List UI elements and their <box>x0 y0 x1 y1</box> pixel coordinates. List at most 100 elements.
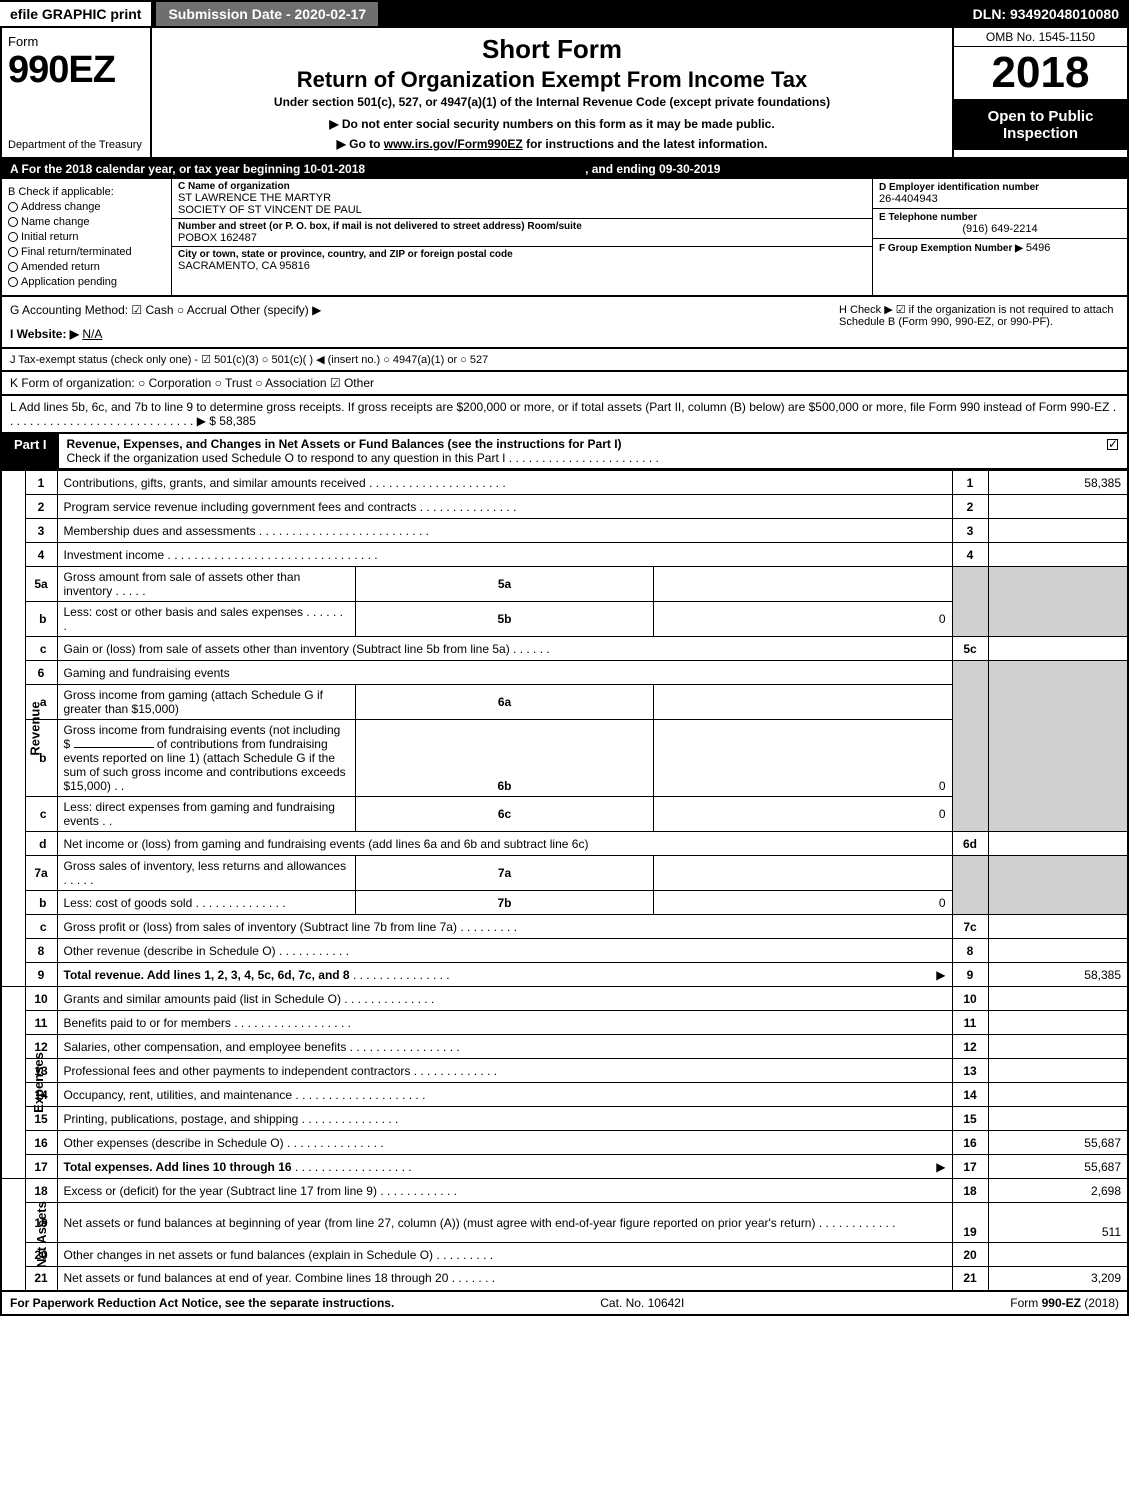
submission-date-label: Submission Date - 2020-02-17 <box>155 1 379 27</box>
line-19-box: 19 <box>952 1203 988 1243</box>
revenue-side-label: Revenue <box>1 471 25 987</box>
line-14-desc: Occupancy, rent, utilities, and maintena… <box>57 1083 952 1107</box>
tax-year: 2018 <box>954 47 1127 100</box>
line-16-desc: Other expenses (describe in Schedule O) … <box>57 1131 952 1155</box>
address-label: Number and street (or P. O. box, if mail… <box>178 221 866 232</box>
l-gross-receipts: L Add lines 5b, 6c, and 7b to line 9 to … <box>0 396 1129 434</box>
initial-return-checkbox[interactable] <box>8 232 18 242</box>
initial-return-label: Initial return <box>21 231 78 243</box>
line-5a-desc: Gross amount from sale of assets other t… <box>57 567 355 602</box>
line-10-amt <box>988 987 1128 1011</box>
line-20-desc: Other changes in net assets or fund bala… <box>57 1243 952 1267</box>
top-bar: efile GRAPHIC print Submission Date - 20… <box>0 0 1129 28</box>
line-21-amt: 3,209 <box>988 1267 1128 1291</box>
line-3-num: 3 <box>25 519 57 543</box>
line-18-box: 18 <box>952 1179 988 1203</box>
line-9-amt: 58,385 <box>988 963 1128 987</box>
efile-print-label[interactable]: efile GRAPHIC print <box>0 2 151 26</box>
footer: For Paperwork Reduction Act Notice, see … <box>0 1292 1129 1316</box>
line-6c-mid-amt: 0 <box>654 797 952 832</box>
netassets-side-label: Net Assets <box>1 1179 25 1291</box>
line-7a-desc: Gross sales of inventory, less returns a… <box>57 856 355 891</box>
line-13-amt <box>988 1059 1128 1083</box>
department-label: Department of the Treasury <box>8 139 144 151</box>
grey-6 <box>952 661 988 832</box>
address-change-label: Address change <box>21 201 101 213</box>
city-label: City or town, state or province, country… <box>178 249 866 260</box>
line-6c-desc: Less: direct expenses from gaming and fu… <box>57 797 355 832</box>
address-change-checkbox[interactable] <box>8 202 18 212</box>
line-11-desc: Benefits paid to or for members . . . . … <box>57 1011 952 1035</box>
line-20-amt <box>988 1243 1128 1267</box>
line-2-desc: Program service revenue including govern… <box>57 495 952 519</box>
line-17-amt: 55,687 <box>988 1155 1128 1179</box>
line-6a-mid-n: 6a <box>355 685 653 720</box>
line-8-box: 8 <box>952 939 988 963</box>
line-6-num: 6 <box>25 661 57 685</box>
line-5a-num: 5a <box>25 567 57 602</box>
line-15-amt <box>988 1107 1128 1131</box>
goto-post: for instructions and the latest informat… <box>523 137 768 151</box>
line-3-amt <box>988 519 1128 543</box>
c-name-label: C Name of organization <box>178 181 866 192</box>
line-8-num: 8 <box>25 939 57 963</box>
part-1-title: Revenue, Expenses, and Changes in Net As… <box>67 437 622 451</box>
period-bar: A For the 2018 calendar year, or tax yea… <box>0 159 1129 179</box>
goto-link[interactable]: www.irs.gov/Form990EZ <box>384 137 523 151</box>
f-group-value: 5496 <box>1026 242 1050 254</box>
main-table: Revenue 1 Contributions, gifts, grants, … <box>0 470 1129 1292</box>
org-name-2: SOCIETY OF ST VINCENT DE PAUL <box>178 204 866 216</box>
line-11-amt <box>988 1011 1128 1035</box>
line-12-desc: Salaries, other compensation, and employ… <box>57 1035 952 1059</box>
line-6b-desc: Gross income from fundraising events (no… <box>57 720 355 797</box>
form-reference: Form 990-EZ (2018) <box>1010 1296 1119 1310</box>
line-7b-mid-n: 7b <box>355 891 653 915</box>
line-13-desc: Professional fees and other payments to … <box>57 1059 952 1083</box>
line-8-desc: Other revenue (describe in Schedule O) .… <box>57 939 952 963</box>
line-18-num: 18 <box>25 1179 57 1203</box>
line-7c-num: c <box>25 915 57 939</box>
e-phone-value: (916) 649-2214 <box>879 223 1121 235</box>
part-1-checkbox[interactable] <box>1107 439 1118 450</box>
final-return-checkbox[interactable] <box>8 247 18 257</box>
line-20-box: 20 <box>952 1243 988 1267</box>
line-16-amt: 55,687 <box>988 1131 1128 1155</box>
line-7b-mid-amt: 0 <box>654 891 952 915</box>
application-pending-checkbox[interactable] <box>8 277 18 287</box>
line-5a-mid-amt <box>654 567 952 602</box>
line-6d-box: 6d <box>952 832 988 856</box>
line-16-box: 16 <box>952 1131 988 1155</box>
line-6d-num: d <box>25 832 57 856</box>
line-9-box: 9 <box>952 963 988 987</box>
do-not-enter: ▶ Do not enter social security numbers o… <box>162 117 942 131</box>
open-public-inspection: Open to Public Inspection <box>954 100 1127 150</box>
part-1-check-wrap <box>1101 434 1127 468</box>
info-left: B Check if applicable: Address change Na… <box>2 179 172 295</box>
omb-number: OMB No. 1545-1150 <box>954 28 1127 47</box>
form-number: 990EZ <box>8 49 144 92</box>
paperwork-notice: For Paperwork Reduction Act Notice, see … <box>10 1296 394 1310</box>
line-1-amt: 58,385 <box>988 471 1128 495</box>
line-9-num: 9 <box>25 963 57 987</box>
line-7a-mid-n: 7a <box>355 856 653 891</box>
grey-7 <box>952 856 988 915</box>
header-right: OMB No. 1545-1150 2018 Open to Public In… <box>952 28 1127 157</box>
amended-return-checkbox[interactable] <box>8 262 18 272</box>
line-2-amt <box>988 495 1128 519</box>
line-5b-desc: Less: cost or other basis and sales expe… <box>57 602 355 637</box>
line-7b-num: b <box>25 891 57 915</box>
line-1-num: 1 <box>25 471 57 495</box>
part-1-title-wrap: Revenue, Expenses, and Changes in Net As… <box>59 434 1101 468</box>
line-5b-num: b <box>25 602 57 637</box>
name-change-checkbox[interactable] <box>8 217 18 227</box>
name-change-label: Name change <box>21 216 90 228</box>
header-left: Form 990EZ Department of the Treasury <box>2 28 152 157</box>
line-19-desc: Net assets or fund balances at beginning… <box>57 1203 952 1243</box>
line-5b-mid-n: 5b <box>355 602 653 637</box>
grey-7-amt <box>988 856 1128 915</box>
line-10-box: 10 <box>952 987 988 1011</box>
line-1-desc: Contributions, gifts, grants, and simila… <box>57 471 952 495</box>
line-7c-amt <box>988 915 1128 939</box>
line-12-box: 12 <box>952 1035 988 1059</box>
goto-pre: ▶ Go to <box>337 137 384 151</box>
